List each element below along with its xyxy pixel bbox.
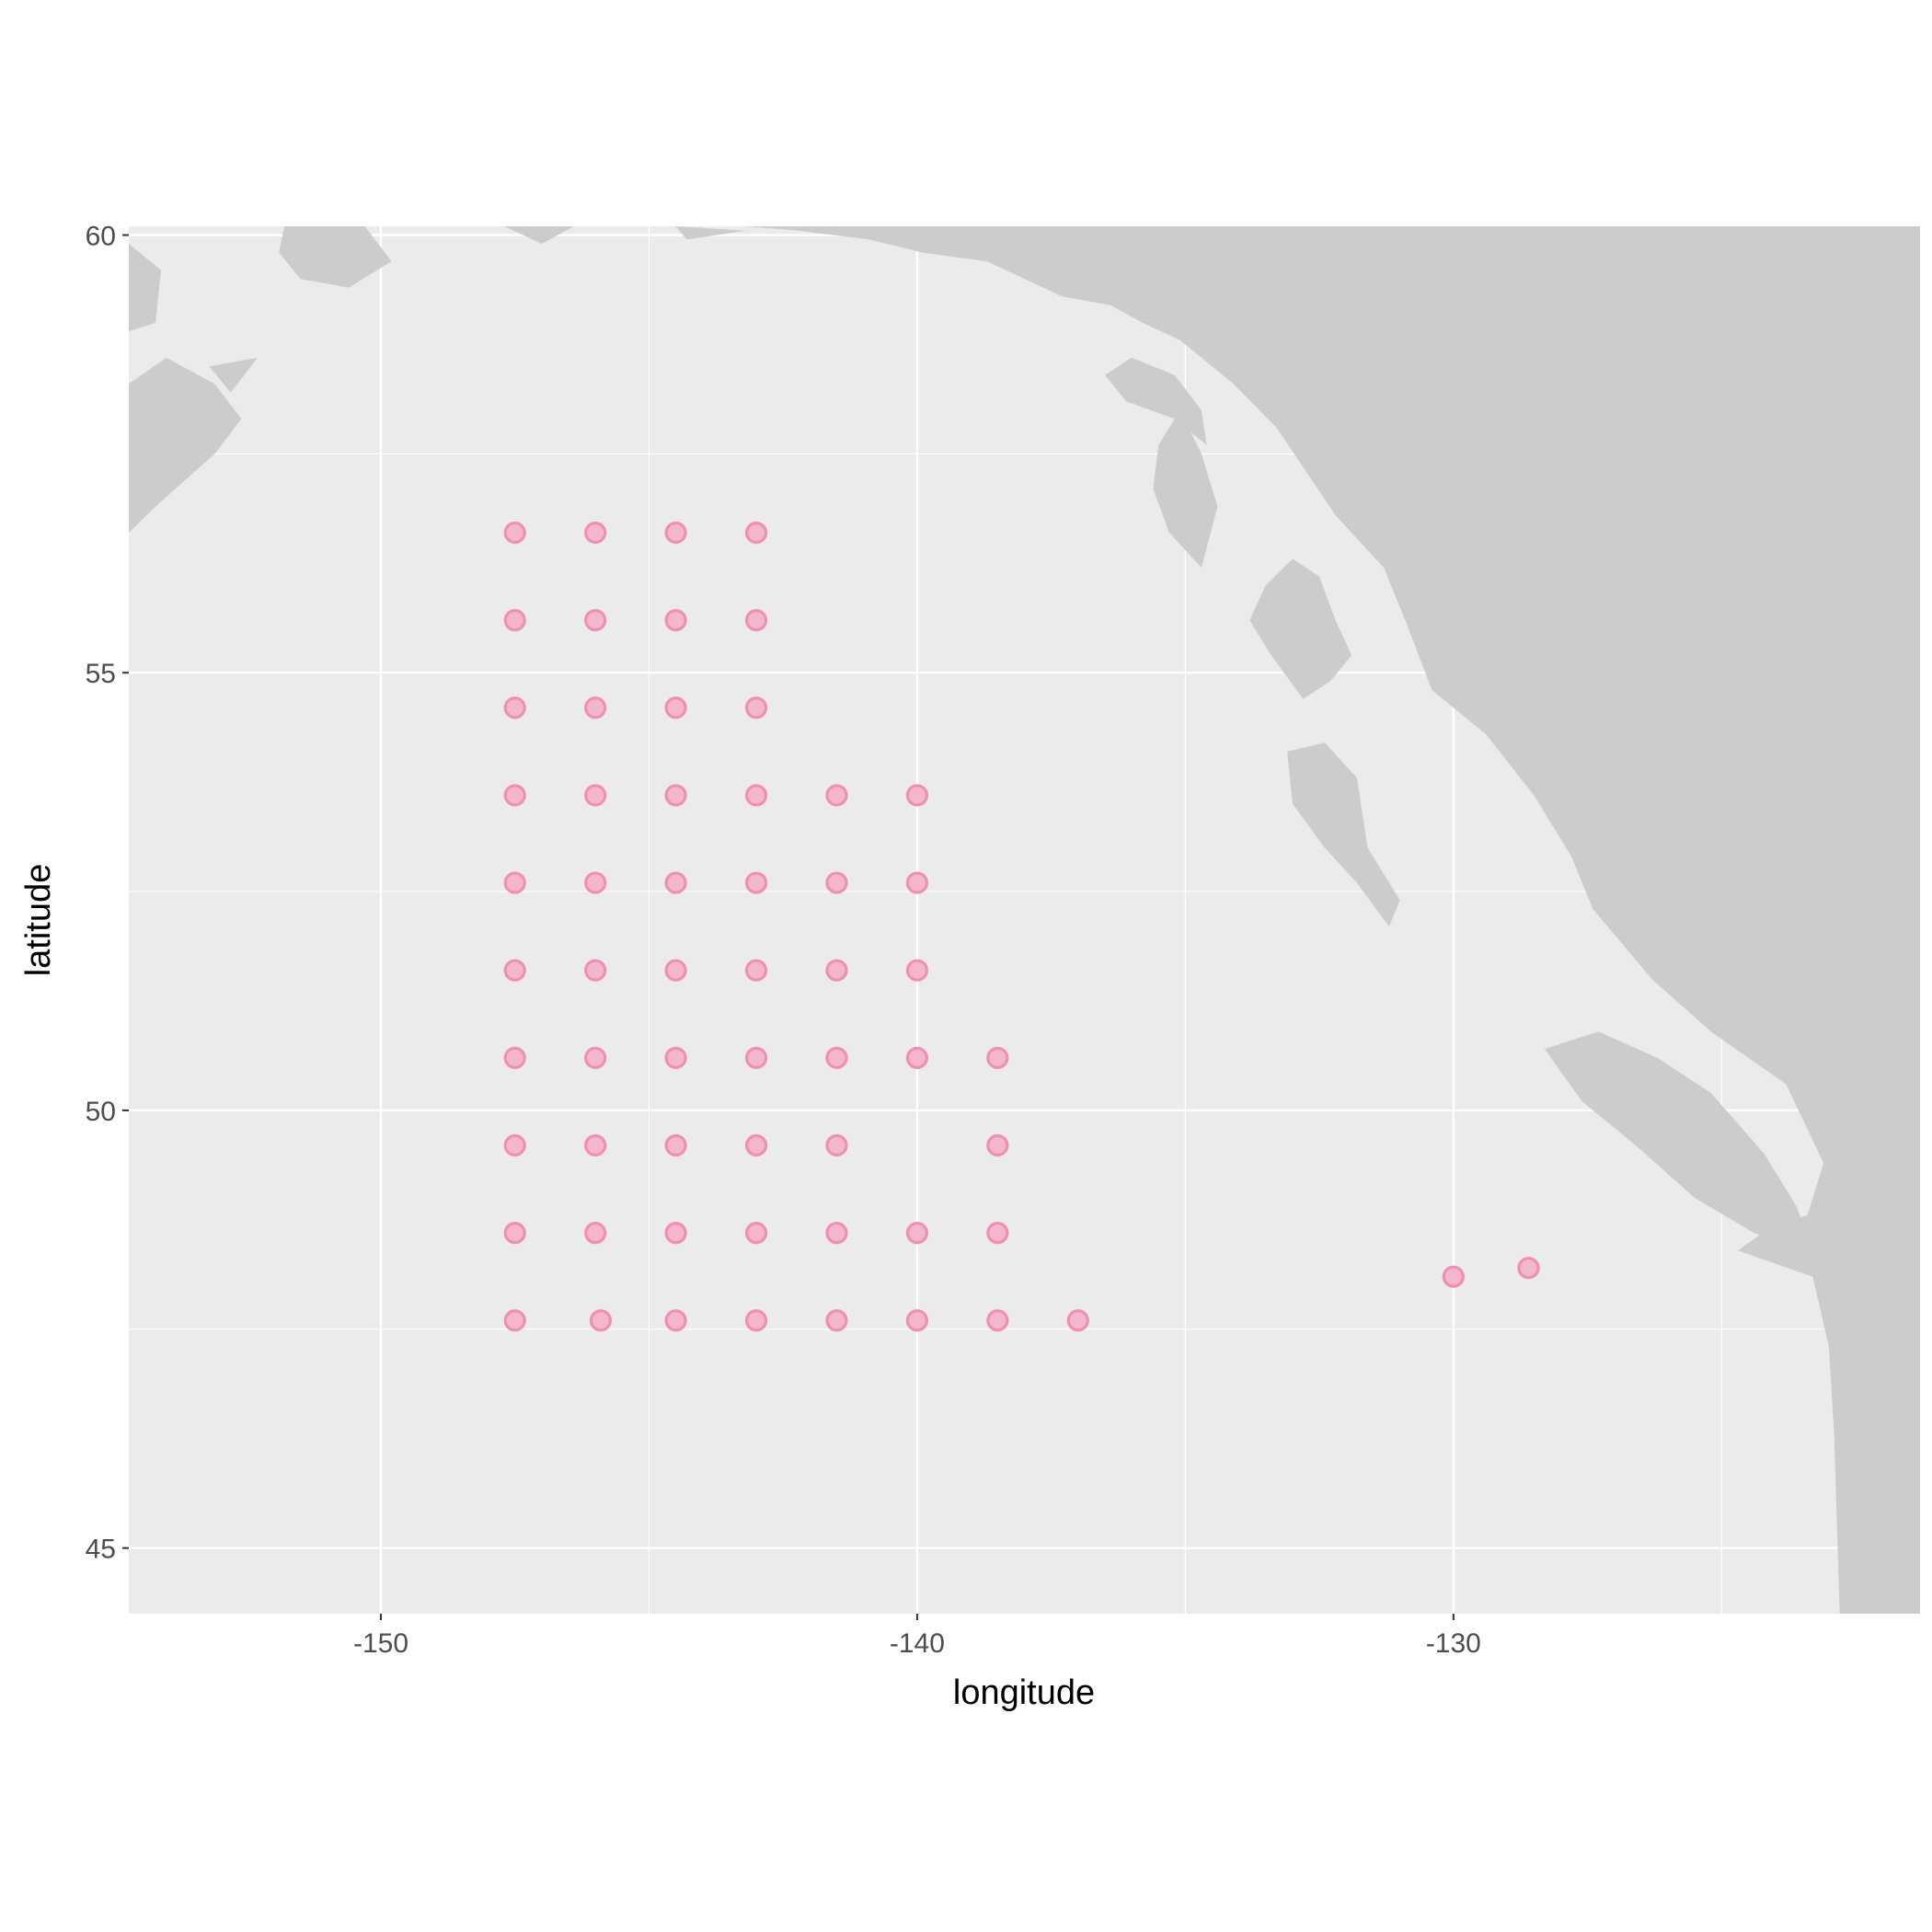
points-layer — [503, 521, 1540, 1332]
data-point — [584, 521, 607, 545]
data-point — [503, 871, 526, 894]
landmass — [504, 226, 574, 244]
x-tick-label: -130 — [1426, 1628, 1481, 1659]
data-point — [664, 1222, 687, 1245]
data-point — [1517, 1257, 1540, 1280]
y-tick-label: 60 — [86, 222, 116, 252]
data-point — [584, 1046, 607, 1069]
y-tick-label: 50 — [86, 1097, 116, 1127]
data-point — [503, 1222, 526, 1245]
data-point — [664, 871, 687, 894]
data-point — [1066, 1309, 1089, 1332]
data-point — [664, 521, 687, 545]
data-point — [825, 871, 848, 894]
data-point — [825, 1133, 848, 1157]
data-point — [744, 1309, 768, 1332]
x-tick-label: -140 — [890, 1628, 945, 1659]
data-point — [584, 1133, 607, 1157]
data-point — [503, 959, 526, 982]
data-point — [905, 1309, 929, 1332]
data-point — [503, 696, 526, 719]
data-point — [744, 1222, 768, 1245]
data-point — [1442, 1265, 1465, 1288]
data-point — [503, 521, 526, 545]
data-point — [584, 871, 607, 894]
data-point — [744, 1046, 768, 1069]
landmass — [1249, 558, 1352, 699]
data-point — [744, 609, 768, 632]
y-tick-label: 45 — [86, 1535, 116, 1565]
data-point — [905, 959, 929, 982]
data-point — [744, 871, 768, 894]
data-point — [503, 1133, 526, 1157]
data-point — [825, 1309, 848, 1332]
data-point — [664, 696, 687, 719]
data-point — [664, 1133, 687, 1157]
data-point — [905, 1046, 929, 1069]
data-point — [503, 1309, 526, 1332]
x-tick-label: -150 — [353, 1628, 408, 1659]
data-point — [664, 784, 687, 807]
data-point — [986, 1222, 1009, 1245]
data-point — [825, 784, 848, 807]
data-point — [744, 1133, 768, 1157]
data-point — [825, 959, 848, 982]
y-axis-title: latitude — [19, 864, 58, 977]
x-axis-title: longitude — [953, 1673, 1095, 1712]
data-point — [986, 1309, 1009, 1332]
data-point — [584, 609, 607, 632]
landmass — [1287, 742, 1400, 927]
landmass — [129, 244, 161, 332]
landmass — [209, 357, 258, 393]
landmass — [1104, 357, 1207, 445]
x-axis: -150 -140 -130 — [353, 1614, 1481, 1659]
data-point — [584, 696, 607, 719]
data-point — [584, 1222, 607, 1245]
data-point — [744, 521, 768, 545]
landmass — [129, 357, 242, 533]
landmass — [1544, 1031, 1813, 1251]
landmass — [1153, 409, 1218, 569]
data-point — [905, 1222, 929, 1245]
data-point — [584, 959, 607, 982]
data-point — [825, 1222, 848, 1245]
land-layer — [129, 226, 1920, 1614]
data-point — [744, 959, 768, 982]
data-point — [503, 784, 526, 807]
data-point — [986, 1046, 1009, 1069]
data-point — [503, 1046, 526, 1069]
data-point — [825, 1046, 848, 1069]
landmass — [279, 226, 392, 288]
data-point — [986, 1133, 1009, 1157]
y-tick-label: 55 — [86, 659, 116, 689]
landmass — [675, 226, 746, 240]
data-point — [744, 784, 768, 807]
data-point — [584, 784, 607, 807]
data-point — [664, 959, 687, 982]
data-point — [664, 609, 687, 632]
landmass — [745, 226, 1920, 1614]
data-point — [664, 1309, 687, 1332]
data-point — [503, 609, 526, 632]
data-point — [664, 1046, 687, 1069]
data-point — [905, 871, 929, 894]
data-point — [744, 696, 768, 719]
data-point — [905, 784, 929, 807]
data-point — [589, 1309, 613, 1332]
y-axis: 45 50 55 60 — [86, 222, 129, 1565]
